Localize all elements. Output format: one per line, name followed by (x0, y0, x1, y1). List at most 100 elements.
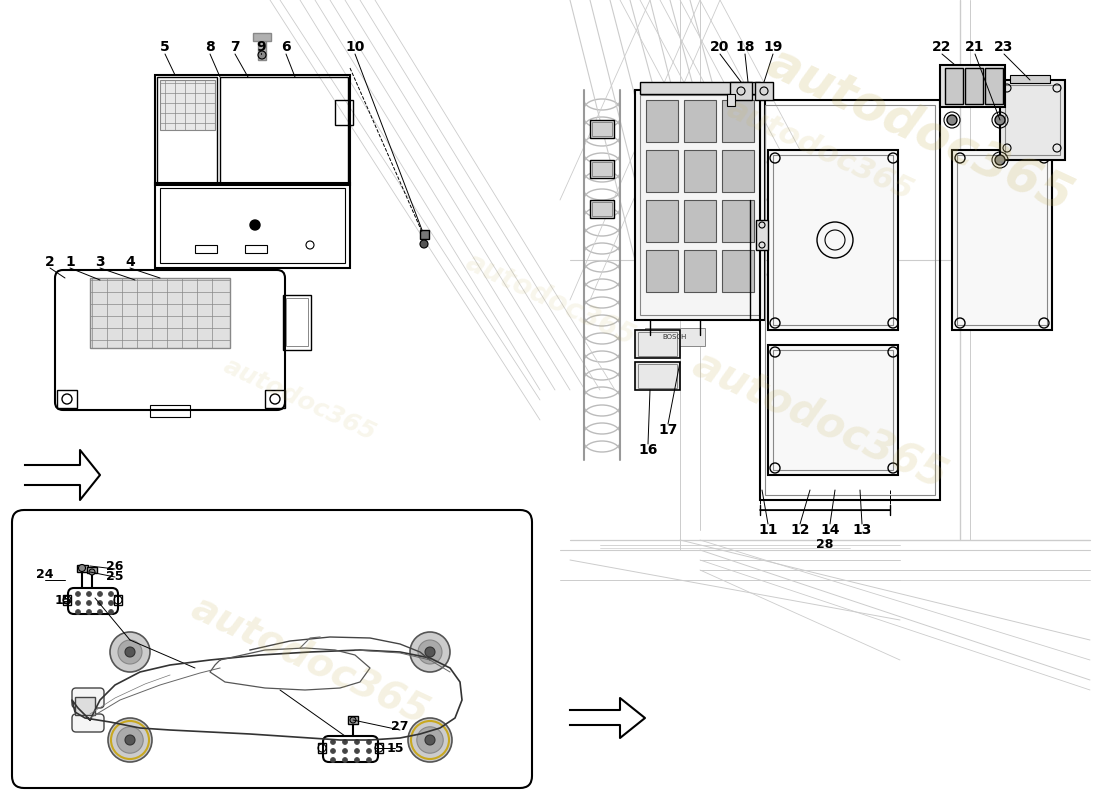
Bar (245, 245, 267, 253)
Bar (63, 595, 72, 605)
FancyBboxPatch shape (72, 714, 104, 732)
Bar (646, 250, 678, 292)
Circle shape (76, 610, 80, 614)
Text: autodoc365: autodoc365 (220, 354, 381, 446)
Circle shape (118, 640, 142, 664)
Text: 26: 26 (107, 559, 123, 573)
Circle shape (330, 739, 336, 745)
Bar (590, 200, 614, 218)
Text: 8: 8 (205, 40, 214, 54)
Bar (646, 100, 678, 142)
Circle shape (410, 632, 450, 672)
Bar (940, 65, 1005, 107)
Circle shape (109, 601, 113, 606)
Circle shape (996, 115, 1005, 125)
Bar (155, 183, 350, 268)
Text: autodoc365: autodoc365 (722, 94, 918, 206)
Text: 18: 18 (735, 40, 755, 54)
Bar (684, 100, 716, 142)
Text: 20: 20 (711, 40, 729, 54)
Circle shape (110, 632, 150, 672)
Bar (90, 278, 230, 348)
Bar (722, 200, 754, 242)
Bar (638, 332, 676, 356)
Bar (635, 90, 764, 320)
Text: 25: 25 (107, 570, 123, 583)
Circle shape (108, 718, 152, 762)
Text: 15: 15 (54, 594, 72, 607)
Circle shape (258, 51, 266, 59)
Text: 14: 14 (821, 523, 839, 537)
Text: 9: 9 (256, 40, 266, 54)
Text: 6: 6 (282, 40, 290, 54)
Text: 15: 15 (386, 742, 404, 754)
Bar (635, 362, 680, 390)
Circle shape (125, 735, 135, 745)
Bar (945, 68, 962, 104)
Text: 3: 3 (96, 255, 104, 269)
Text: 12: 12 (790, 523, 810, 537)
Circle shape (76, 601, 80, 606)
Text: 17: 17 (658, 423, 678, 437)
Bar (965, 68, 983, 104)
Circle shape (996, 155, 1005, 165)
Polygon shape (25, 450, 100, 500)
Circle shape (408, 718, 452, 762)
Bar (760, 100, 940, 500)
Circle shape (87, 610, 91, 614)
Bar (87, 567, 97, 573)
Text: 24: 24 (36, 569, 54, 582)
Bar (957, 155, 1047, 325)
Bar (640, 95, 760, 315)
Circle shape (98, 591, 102, 597)
Bar (592, 162, 612, 176)
Bar (1010, 75, 1050, 83)
Text: 19: 19 (763, 40, 783, 54)
Circle shape (417, 726, 443, 754)
Text: 27: 27 (392, 719, 409, 733)
Bar (773, 155, 893, 325)
Bar (286, 298, 308, 346)
Bar (590, 120, 614, 138)
Circle shape (418, 640, 442, 664)
Circle shape (109, 610, 113, 614)
Circle shape (342, 739, 348, 745)
Bar (150, 405, 190, 417)
Bar (722, 100, 754, 142)
Circle shape (109, 591, 113, 597)
Bar (984, 68, 1003, 104)
Circle shape (250, 220, 260, 230)
Text: 23: 23 (994, 40, 1014, 54)
Bar (768, 345, 898, 475)
Circle shape (87, 591, 91, 597)
Circle shape (76, 591, 80, 597)
Circle shape (342, 749, 348, 754)
Text: 4: 4 (125, 255, 135, 269)
Bar (253, 33, 271, 41)
Bar (684, 250, 716, 292)
Bar (420, 230, 429, 239)
Bar (157, 77, 217, 184)
Bar (730, 82, 752, 100)
Circle shape (350, 717, 356, 723)
Circle shape (98, 601, 102, 606)
Circle shape (117, 726, 143, 754)
Bar (646, 150, 678, 192)
Bar (635, 330, 680, 358)
Text: autodoc365: autodoc365 (461, 249, 639, 351)
Bar (348, 716, 358, 724)
Bar (75, 697, 95, 715)
Circle shape (87, 601, 91, 606)
Bar (646, 200, 678, 242)
Bar (195, 245, 217, 253)
Bar (220, 77, 348, 184)
Circle shape (342, 758, 348, 762)
Bar (318, 743, 326, 753)
Bar (645, 328, 705, 346)
Circle shape (366, 739, 372, 745)
Circle shape (89, 569, 95, 575)
Bar (258, 35, 266, 60)
Text: 16: 16 (638, 443, 658, 457)
Circle shape (420, 240, 428, 248)
Bar (77, 565, 88, 572)
